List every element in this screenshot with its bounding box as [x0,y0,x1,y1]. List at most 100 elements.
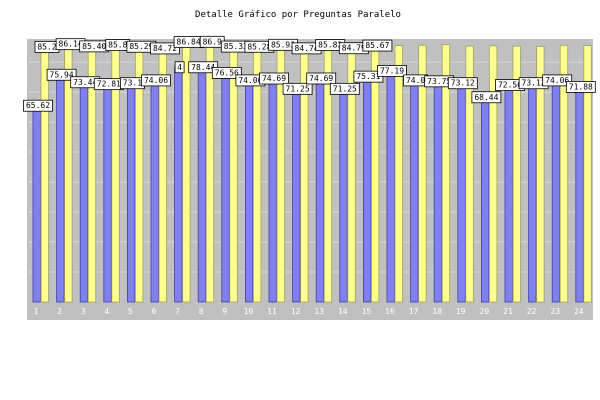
svg-text:71.88: 71.88 [569,82,593,91]
x-tick-label: 22 [527,307,537,316]
bar-series-1 [315,77,325,303]
bar-series-1 [150,79,159,303]
y-tick-label: 10 [6,268,16,277]
bar-series-1 [268,77,277,303]
svg-text:85.67: 85.67 [365,41,389,50]
bar-series-1 [551,79,561,303]
x-tick-label: 14 [338,307,348,316]
chart-title: Detalle Gráfico por Preguntas Paralelo [195,10,401,20]
data-label: 85.2 [34,40,60,53]
bar-series-1 [410,79,419,303]
y-tick-label: 70 [6,88,16,97]
data-label: 74.06 [141,74,171,87]
data-label: 72.81 [93,78,124,91]
bar-series-2 [418,44,427,303]
x-tick-label: 20 [480,307,490,316]
svg-text:84.72: 84.72 [153,44,177,53]
svg-text:85.40: 85.40 [82,42,106,51]
svg-text:73.75: 73.75 [427,77,451,86]
y-tick-label: 50 [6,148,16,157]
svg-text:85.28: 85.28 [247,42,271,51]
bar-series-2 [512,45,521,303]
data-label: 76.56 [211,67,242,79]
svg-text:73.12: 73.12 [522,79,546,88]
data-label: 73.12 [447,77,478,90]
svg-text:72.50: 72.50 [498,81,522,90]
bar-series-2 [441,44,451,303]
bar-series-1 [339,87,348,303]
svg-text:85.33: 85.33 [224,42,248,51]
bar-series-2 [465,45,474,303]
x-tick-label: 11 [267,307,277,316]
svg-text:78.44: 78.44 [191,63,215,72]
bar-series-2 [488,45,498,303]
bar-series-1 [528,82,537,303]
bar-series-1 [362,75,372,303]
svg-text:73.1: 73.1 [123,79,142,88]
data-label: 71.88 [565,81,596,93]
svg-text:75.94: 75.94 [50,70,74,79]
bar-series-1 [32,104,41,303]
data-label: 75.94 [46,68,77,81]
x-tick-label: 6 [152,307,157,316]
x-tick-label: 8 [199,307,204,316]
bar-series-2 [370,44,380,303]
data-label: 86.9 [199,35,225,48]
bar-series-2 [205,40,215,303]
x-tick-label: 21 [503,307,513,316]
x-tick-label: 2 [57,307,62,316]
x-tick-labels: 1 2 3 4 5 6 7 8 9 10 11 12 13 14 15 16 17 18 19 20 21 22 23 24 [34,307,584,316]
data-label: 85.8 [105,39,131,51]
svg-text:77.19: 77.19 [380,67,404,76]
x-tick-label: 1 [34,307,39,316]
bar-series-1 [457,82,466,303]
bar-series-1 [197,66,207,303]
svg-text:4: 4 [177,63,182,72]
svg-text:74.0: 74.0 [406,76,425,85]
data-label: 74.06 [542,74,573,87]
bar-series-1 [575,86,584,303]
svg-text:74.69: 74.69 [309,74,333,83]
x-tick-label: 9 [222,307,227,316]
bar-series-1 [480,96,490,303]
svg-text:85.93: 85.93 [271,40,295,49]
bar-series-2 [394,45,403,303]
data-label: 74.69 [259,72,289,85]
x-tick-label: 10 [244,307,254,316]
y-tick-label: 20 [6,238,16,247]
bar-series-2 [182,41,191,303]
svg-text:85.8: 85.8 [108,41,127,50]
svg-text:71.25: 71.25 [333,84,357,93]
x-tick-label: 13 [314,307,324,316]
x-tick-label: 17 [409,307,419,316]
bar-series-1 [244,79,254,303]
bar-series-1 [221,72,230,303]
x-tick-label: 23 [550,307,560,316]
x-tick-label: 16 [385,307,395,316]
svg-text:74.69: 74.69 [262,74,286,83]
bar-series-1 [79,81,89,303]
bar-series-1 [504,84,513,303]
bar-series-1 [127,82,136,303]
y-tick-label: 40 [6,178,16,187]
x-tick-label: 12 [291,307,301,316]
data-label: 84.72 [150,42,180,55]
x-tick-label: 18 [432,307,442,316]
svg-text:85.29: 85.29 [129,42,153,51]
x-tick-label: 24 [574,307,584,316]
x-tick-label: 5 [128,307,133,316]
data-label: 65.62 [23,99,53,112]
bar-series-1 [174,66,183,303]
svg-text:74.06: 74.06 [545,76,569,85]
data-label: 4 [174,61,185,74]
svg-text:71.25: 71.25 [286,84,310,93]
x-tick-label: 19 [456,307,466,316]
bar-series-1 [292,87,301,303]
bar-series-1 [103,83,112,303]
svg-text:86.84: 86.84 [177,38,201,47]
data-label: 74.0 [403,74,429,87]
bar-series-2 [536,46,545,303]
svg-text:74.06: 74.06 [144,76,168,85]
data-labels: 65.62 85.2 75.94 86.14 73.44 85.40 72.81 85.8 73… [23,35,596,112]
svg-text:74.06: 74.06 [238,76,262,85]
